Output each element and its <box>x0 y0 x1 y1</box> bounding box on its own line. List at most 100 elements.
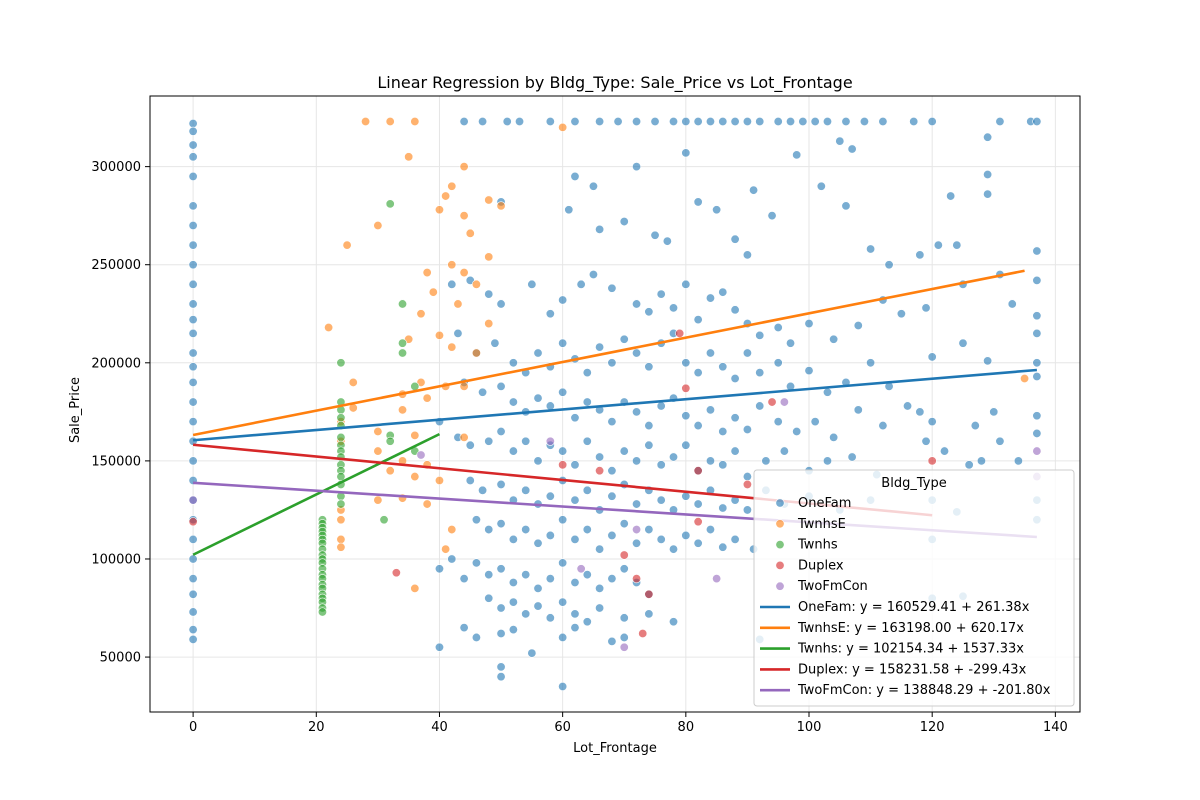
data-point-onefam <box>792 426 802 436</box>
data-point-onefam <box>496 564 506 574</box>
data-point-onefam <box>742 425 752 435</box>
data-point-onefam <box>693 421 703 431</box>
data-point-onefam <box>853 405 863 415</box>
data-point-twnhse <box>373 220 383 230</box>
data-point-onefam <box>829 432 839 442</box>
data-point-onefam <box>570 534 580 544</box>
data-point-duplex <box>595 466 605 476</box>
data-point-onefam <box>484 436 494 446</box>
data-point-onefam <box>1032 117 1042 127</box>
data-point-onefam <box>490 338 500 348</box>
data-point-onefam <box>484 593 494 603</box>
data-point-onefam <box>188 554 198 564</box>
data-point-onefam <box>496 426 506 436</box>
data-point-twnhse <box>410 430 420 440</box>
data-point-onefam <box>1032 328 1042 338</box>
data-point-onefam <box>773 417 783 427</box>
data-point-duplex <box>927 456 937 466</box>
data-point-duplex <box>391 568 401 578</box>
data-point-onefam <box>619 564 629 574</box>
data-point-twnhse <box>447 342 457 352</box>
data-point-onefam <box>508 578 518 588</box>
data-point-onefam <box>718 503 728 513</box>
data-point-twnhse <box>471 348 481 358</box>
data-point-onefam <box>884 260 894 270</box>
y-tick-label: 250000 <box>91 258 141 273</box>
data-point-onefam <box>521 485 531 495</box>
legend-title: Bldg_Type <box>881 476 946 491</box>
data-point-twnhs <box>398 338 408 348</box>
data-point-onefam <box>878 117 888 127</box>
data-point-onefam <box>502 117 512 127</box>
data-point-onefam <box>521 525 531 535</box>
data-point-onefam <box>521 570 531 580</box>
data-point-onefam <box>619 519 629 529</box>
data-point-duplex <box>632 574 642 584</box>
data-point-onefam <box>188 362 198 372</box>
data-point-onefam <box>681 411 691 421</box>
data-point-onefam <box>188 126 198 136</box>
data-point-onefam <box>964 460 974 470</box>
data-point-onefam <box>669 544 679 554</box>
data-point-onefam <box>588 181 598 191</box>
data-point-onefam <box>669 303 679 313</box>
data-point-onefam <box>527 279 537 289</box>
data-point-onefam <box>459 574 469 584</box>
data-point-onefam <box>570 117 580 127</box>
data-point-onefam <box>188 377 198 387</box>
legend-label-twnhs: Twnhs <box>797 538 838 553</box>
data-point-onefam <box>588 270 598 280</box>
data-point-onefam <box>570 495 580 505</box>
data-point-onefam <box>595 117 605 127</box>
data-point-onefam <box>718 362 728 372</box>
data-point-onefam <box>804 319 814 329</box>
legend-label-duplex: Duplex <box>798 558 844 573</box>
data-point-twnhse <box>484 195 494 205</box>
data-point-onefam <box>644 421 654 431</box>
data-point-onefam <box>632 117 642 127</box>
y-tick-label: 200000 <box>91 356 141 371</box>
data-point-onefam <box>705 293 715 303</box>
data-point-onefam <box>742 117 752 127</box>
data-point-onefam <box>847 452 857 462</box>
data-point-onefam <box>773 322 783 332</box>
data-point-onefam <box>915 407 925 417</box>
data-point-onefam <box>681 530 691 540</box>
data-point-onefam <box>810 417 820 427</box>
data-point-onefam <box>792 150 802 160</box>
data-point-onefam <box>779 446 789 456</box>
data-point-onefam <box>570 578 580 588</box>
data-point-onefam <box>188 201 198 211</box>
data-point-onefam <box>607 283 617 293</box>
data-point-twnhs <box>336 432 346 442</box>
data-point-onefam <box>669 617 679 627</box>
data-point-onefam <box>582 368 592 378</box>
data-point-onefam <box>496 299 506 309</box>
data-point-onefam <box>995 436 1005 446</box>
data-point-onefam <box>558 446 568 456</box>
data-point-onefam <box>995 117 1005 127</box>
data-point-onefam <box>1032 311 1042 321</box>
data-point-onefam <box>619 632 629 642</box>
data-point-onefam <box>564 205 574 215</box>
data-point-onefam <box>730 446 740 456</box>
data-point-onefam <box>607 574 617 584</box>
regression-line-twnhse <box>192 269 1025 437</box>
legend-equation-duplex: Duplex: y = 158231.58 + -299.43x <box>798 662 1027 677</box>
data-point-onefam <box>718 542 728 552</box>
data-point-onefam <box>188 140 198 150</box>
data-point-onefam <box>829 334 839 344</box>
data-point-twnhse <box>428 287 438 297</box>
data-point-twofmcon <box>632 525 642 535</box>
data-point-duplex <box>681 383 691 393</box>
data-point-twnhse <box>484 252 494 262</box>
data-point-onefam <box>188 456 198 466</box>
data-point-onefam <box>896 309 906 319</box>
data-point-onefam <box>656 495 666 505</box>
x-tick-label: 100 <box>797 720 822 735</box>
data-point-onefam <box>570 623 580 633</box>
data-point-onefam <box>970 421 980 431</box>
data-point-onefam <box>927 417 937 427</box>
data-point-onefam <box>644 362 654 372</box>
